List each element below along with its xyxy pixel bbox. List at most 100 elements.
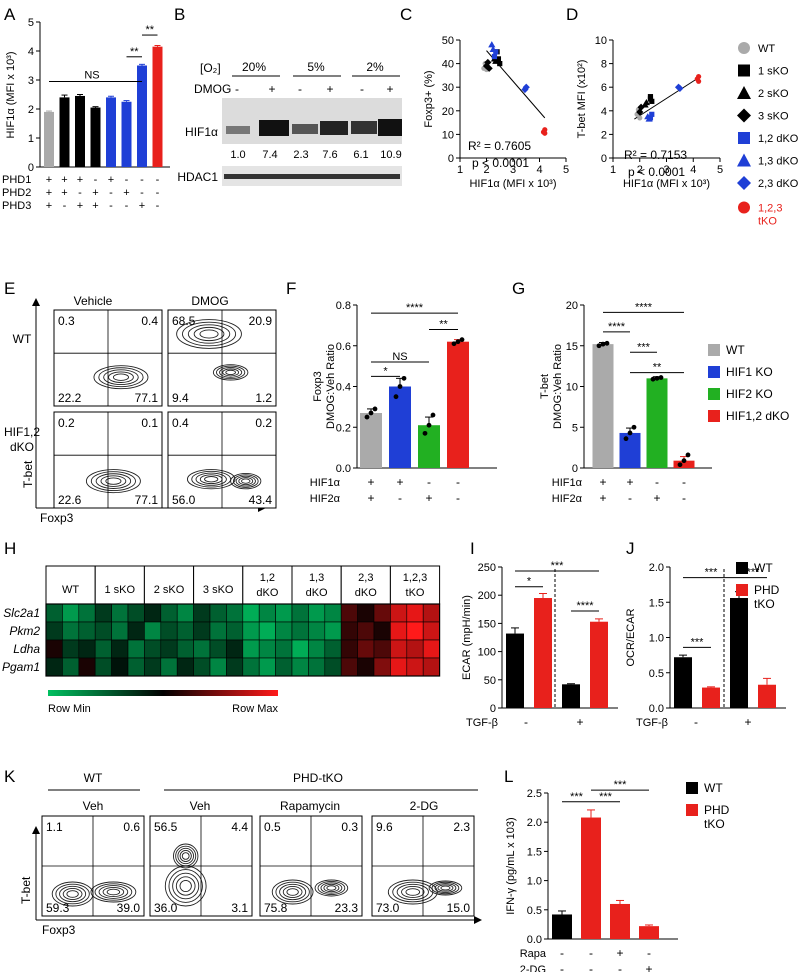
heatmap-cell	[94, 639, 112, 659]
data-point	[484, 58, 492, 67]
contour-line	[282, 886, 303, 898]
genotype-sign: -	[694, 715, 698, 729]
genotype-row-label: 2-DG	[520, 964, 546, 972]
x-tick-label: 1	[457, 164, 463, 176]
data-point	[497, 61, 503, 67]
contour-line	[387, 879, 438, 905]
panel-letter-c: C	[400, 5, 412, 24]
dmog-label: DMOG	[194, 82, 231, 96]
heatmap-cell	[226, 603, 244, 623]
data-point	[627, 430, 633, 436]
k-col-title-veh-tko: Veh	[190, 799, 211, 813]
contour-line	[212, 364, 249, 381]
quant-lane-3: 2.3	[293, 149, 308, 161]
genotype-sign: -	[560, 946, 564, 960]
k-tbet-arrowhead	[32, 826, 40, 834]
heatmap-cell	[340, 621, 358, 641]
heatmap-cell	[390, 621, 408, 641]
genotype-sign: +	[46, 174, 52, 186]
contour-line	[238, 477, 254, 486]
panel-letter-i: I	[470, 539, 475, 558]
data-point	[430, 412, 436, 418]
heatmap-cell	[422, 621, 440, 641]
quadrant-q3: 22.6	[58, 493, 82, 507]
y-tick-label: 40	[442, 59, 454, 71]
quadrant-q1: 0.4	[172, 416, 189, 430]
panel-g-bar-chart: 0 5 10 15 20 T-bet DMOG:Veh Ratio HIF1α + + - - HIF2…	[539, 300, 712, 505]
y-tick-label: 0.8	[336, 300, 351, 312]
gene-label: Ldha	[13, 642, 40, 656]
lane-2-dmog: +	[268, 82, 275, 96]
group-header-label: 2 sKO	[154, 584, 185, 596]
stats-r2: R² = 0.7153	[624, 148, 687, 162]
significance-label: *	[383, 365, 388, 377]
legend-marker	[737, 153, 751, 167]
hif1a-band-2	[259, 120, 289, 136]
significance-label: **	[439, 318, 448, 330]
data-point	[696, 73, 702, 80]
genotype-row-label: HIF1α	[552, 477, 583, 489]
quadrant-q1: 0.2	[58, 416, 75, 430]
significance-label: ***	[705, 567, 719, 579]
y-tick-label: 2.0	[649, 562, 664, 574]
contour-line	[112, 373, 129, 381]
bar	[447, 341, 469, 468]
quadrant-q3: 36.0	[154, 901, 178, 915]
legend-swatch	[708, 344, 720, 356]
bar	[581, 817, 601, 939]
genotype-sign: -	[140, 187, 144, 199]
quadrant-q1: 0.3	[58, 314, 75, 328]
y-tick-label: 0.5	[649, 668, 664, 680]
heatmap-cell	[291, 639, 309, 659]
x-tick-label: 2	[483, 164, 489, 176]
genotype-sign: -	[140, 174, 144, 186]
genotype-sign: +	[616, 946, 623, 960]
heatmap-cell	[226, 621, 244, 641]
hif-genotype-legend: WT HIF1 KO HIF2 KO HIF1,2 dKO	[708, 343, 789, 423]
y-tick-label: 200	[478, 590, 496, 602]
significance-label: ****	[576, 600, 594, 612]
quadrant-q2: 0.4	[141, 314, 158, 328]
heatmap-cell	[422, 639, 440, 659]
lane-5-dmog: -	[360, 82, 364, 96]
genotype-sign: +	[77, 200, 83, 212]
genotype-sign: +	[77, 174, 83, 186]
heatmap-cell	[62, 639, 80, 659]
heatmap-cell	[324, 639, 342, 659]
bar	[360, 412, 382, 468]
data-point	[676, 84, 684, 92]
heatmap-cell	[291, 603, 309, 623]
genotype-sign: -	[589, 962, 593, 972]
quadrant-q4: 43.4	[249, 493, 273, 507]
contour-line	[323, 883, 340, 893]
heatmap-border	[45, 603, 441, 677]
heatmap-cell	[193, 621, 211, 641]
genotype-sign: -	[78, 187, 82, 199]
genotype-sign: -	[618, 962, 622, 972]
heatmap-cell	[127, 639, 145, 659]
quadrant-q4: 3.1	[231, 901, 248, 915]
legend-label-line2: tKO	[704, 817, 725, 831]
heatmap-cell	[209, 657, 227, 677]
heatmap-cell	[324, 603, 342, 623]
y-tick-label: 150	[478, 618, 496, 630]
genotype-row-label: Rapa	[520, 948, 547, 960]
quant-lane-2: 7.4	[262, 149, 277, 161]
genotype-sign: +	[61, 174, 67, 186]
data-point	[685, 452, 691, 458]
e-xlabel-foxp3: Foxp3	[40, 511, 74, 525]
e-col-title-vehicle: Vehicle	[74, 294, 113, 308]
contour-line	[216, 365, 246, 380]
quadrant-q2: 0.3	[341, 820, 358, 834]
k-col-title-2dg: 2-DG	[410, 799, 439, 813]
panel-letter-a: A	[4, 5, 16, 24]
y-axis-label: Foxp3+ (%)	[423, 70, 435, 127]
legend-marker	[738, 132, 750, 144]
heatmap-cell	[45, 657, 63, 677]
data-point	[495, 56, 502, 62]
data-point	[522, 83, 530, 91]
panel-letter-f: F	[286, 279, 296, 298]
heatmap-cell	[144, 603, 162, 623]
